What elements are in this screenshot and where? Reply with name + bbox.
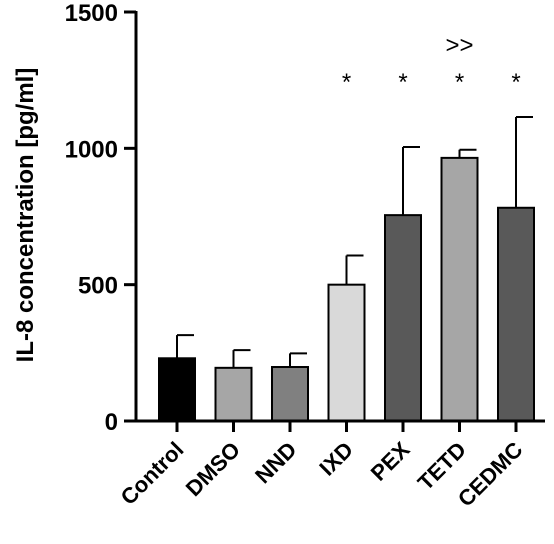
x-tick-label-pex: PEX bbox=[366, 437, 415, 486]
bar-nnd bbox=[271, 366, 309, 422]
bar-cedmc bbox=[497, 206, 535, 422]
x-tick-label-control: Control bbox=[116, 437, 189, 510]
x-tick-label-ixd: IXD bbox=[314, 437, 358, 481]
y-tick-label: 1500 bbox=[65, 0, 118, 27]
significance-marker: >> bbox=[445, 32, 473, 59]
significance-star: * bbox=[398, 69, 407, 96]
bar-tetd bbox=[440, 156, 479, 422]
bar-ixd bbox=[327, 283, 366, 422]
y-tick-label: 500 bbox=[78, 273, 118, 300]
y-axis-label: IL-8 concentration [pg/ml] bbox=[12, 68, 39, 363]
significance-star: * bbox=[511, 69, 520, 96]
x-tick-label-dmso: DMSO bbox=[181, 437, 245, 501]
y-tick-label: 1000 bbox=[65, 136, 118, 163]
significance-star: * bbox=[342, 69, 351, 96]
x-tick-label-nnd: NND bbox=[250, 437, 301, 488]
bar-pex bbox=[384, 214, 422, 422]
y-tick-label: 0 bbox=[105, 409, 118, 436]
bar-control bbox=[158, 357, 196, 422]
significance-star: * bbox=[455, 69, 464, 96]
bar-dmso bbox=[214, 366, 253, 422]
